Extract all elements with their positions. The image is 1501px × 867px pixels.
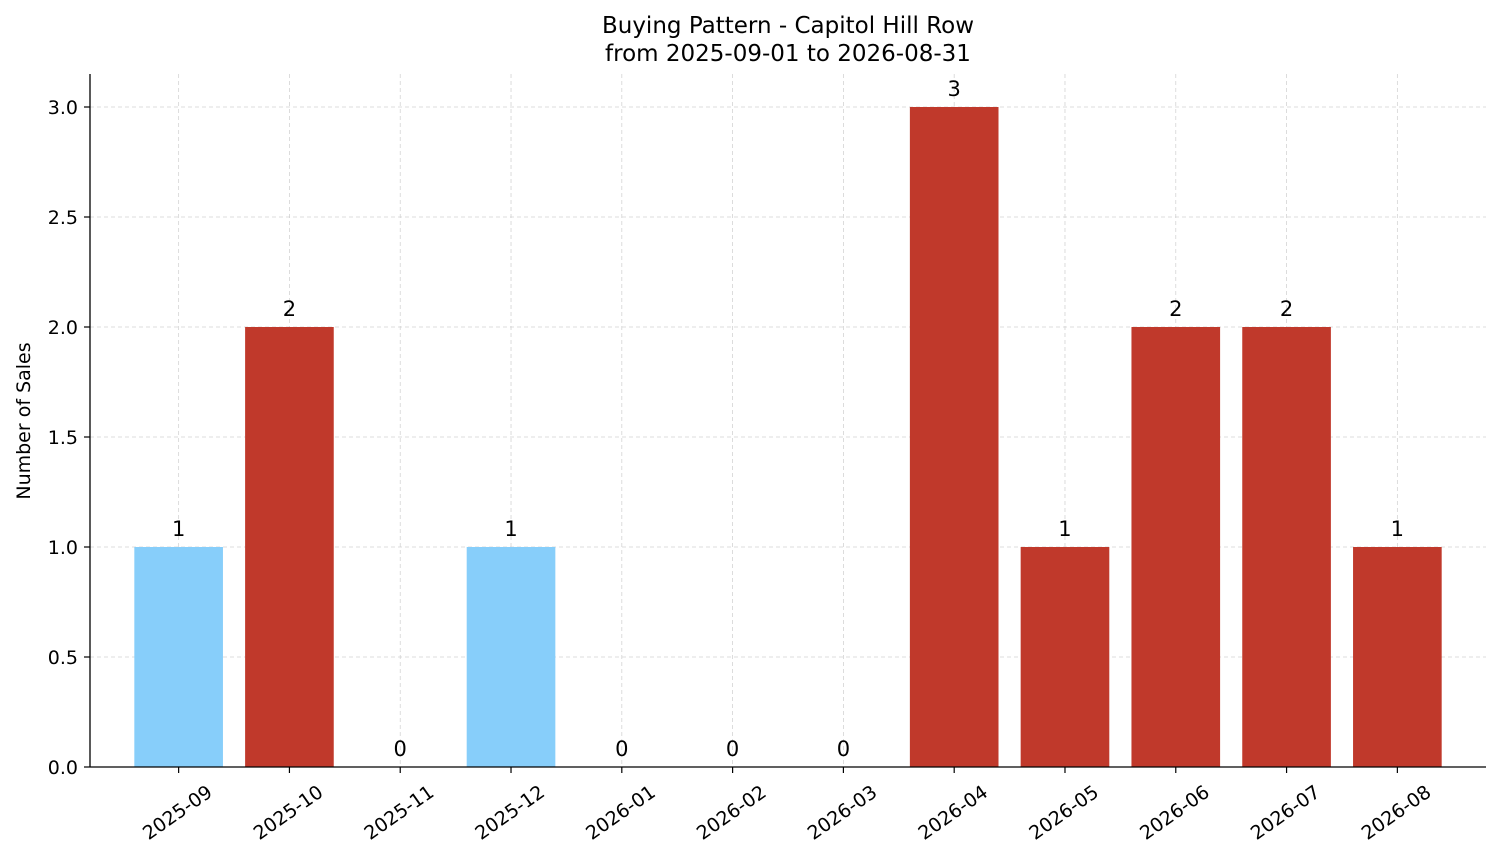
data-label-2025-10: 2 [283,297,296,321]
x-tick-label: 2026-02 [693,781,771,845]
data-label-2026-03: 0 [837,737,850,761]
x-tick-label: 2026-07 [1247,781,1325,845]
data-label-2025-09: 1 [172,517,185,541]
data-label-2026-06: 2 [1169,297,1182,321]
x-tick-label: 2025-09 [139,781,217,845]
data-label-2026-08: 1 [1391,517,1404,541]
y-tick-label: 1.5 [48,427,78,449]
bar-2026-04 [909,107,999,767]
y-axis-label: Number of Sales [13,342,35,499]
y-tick-label: 0.5 [48,647,78,669]
y-tick-label: 0.0 [48,757,78,779]
chart-subtitle: from 2025-09-01 to 2026-08-31 [605,41,971,67]
x-tick-label: 2025-11 [360,781,438,845]
bar-2026-06 [1131,327,1221,767]
y-tick-label: 2.5 [48,207,78,229]
data-label-2026-05: 1 [1058,517,1071,541]
x-tick-label: 2026-05 [1025,781,1103,845]
data-label-2026-07: 2 [1280,297,1293,321]
y-tick-label: 3.0 [48,97,78,119]
x-tick-label: 2026-01 [582,781,660,845]
bar-layer [134,107,1442,767]
y-tick-label: 1.0 [48,537,78,559]
bar-2026-07 [1242,327,1331,767]
x-tick-label: 2026-04 [914,781,992,845]
data-label-2026-01: 0 [615,737,628,761]
data-label-2025-11: 0 [394,737,407,761]
bar-2025-09 [134,547,223,767]
x-tick-label: 2026-08 [1358,781,1436,845]
x-tick-label: 2025-12 [471,781,549,845]
data-label-2026-02: 0 [726,737,739,761]
y-tick-label: 2.0 [48,317,78,339]
x-tick-label: 2026-06 [1136,781,1214,845]
x-tick-label: 2026-03 [804,781,882,845]
bar-2025-12 [466,547,556,767]
chart-title: Buying Pattern - Capitol Hill Row [602,13,974,39]
x-tick-label: 2025-10 [250,781,328,845]
data-label-2026-04: 3 [948,77,961,101]
bar-2026-08 [1353,547,1442,767]
label-layer: 1 2 0 1 0 0 0 3 1 2 2 1 [172,77,1404,761]
bar-2026-05 [1020,547,1110,767]
data-label-2025-12: 1 [504,517,517,541]
bar-2025-10 [245,327,334,767]
